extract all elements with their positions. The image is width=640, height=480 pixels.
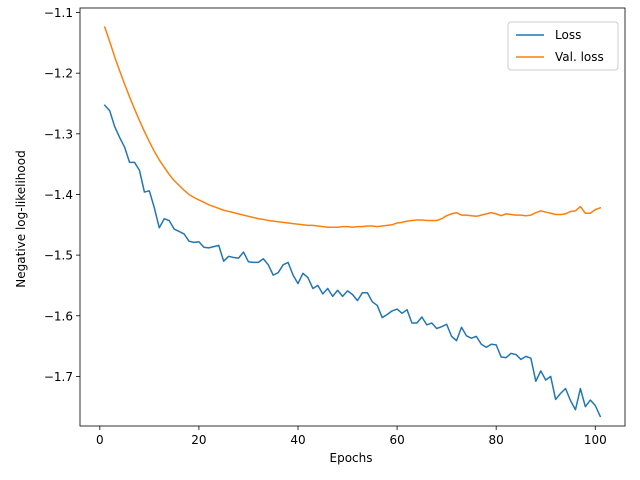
y-tick-label: −1.4 bbox=[44, 188, 73, 202]
legend-label-val-loss: Val. loss bbox=[555, 50, 604, 64]
plot-area bbox=[80, 8, 625, 426]
legend-label-loss: Loss bbox=[555, 28, 581, 42]
legend-frame bbox=[507, 21, 619, 71]
y-tick-label: −1.7 bbox=[44, 370, 73, 384]
x-tick-label: 0 bbox=[96, 433, 104, 447]
x-tick-label: 40 bbox=[290, 433, 305, 447]
x-tick-label: 80 bbox=[489, 433, 504, 447]
x-tick-label: 100 bbox=[584, 433, 607, 447]
y-axis-label: Negative log-likelihood bbox=[14, 150, 28, 287]
y-tick-label: −1.1 bbox=[44, 6, 73, 20]
y-tick-label: −1.6 bbox=[44, 309, 73, 323]
series-line-loss bbox=[103, 104, 602, 418]
ticks-layer: 0 20 40 60 80 100 −1.7 −1.6 −1.5 −1.4 −1.3 −1.2 −1.1 bbox=[44, 6, 607, 447]
y-tick-label: −1.5 bbox=[44, 249, 73, 263]
axes-layer bbox=[79, 7, 626, 427]
x-axis-label: Epochs bbox=[330, 451, 373, 465]
axes-frame bbox=[79, 7, 626, 427]
y-tick-label: −1.3 bbox=[44, 127, 73, 141]
x-tick-label: 60 bbox=[389, 433, 404, 447]
legend: Loss Val. loss bbox=[507, 21, 619, 71]
y-tick-label: −1.2 bbox=[44, 67, 73, 81]
series-line-val-loss bbox=[103, 26, 602, 228]
series-layer bbox=[103, 26, 602, 418]
x-tick-label: 20 bbox=[191, 433, 206, 447]
